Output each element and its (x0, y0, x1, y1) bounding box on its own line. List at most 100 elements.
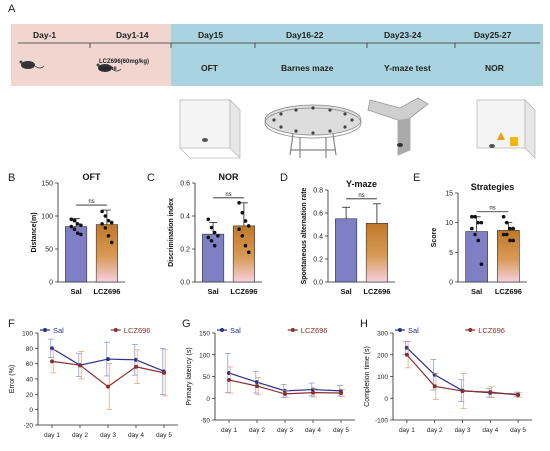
data-point-b (106, 218, 111, 223)
x-tick-label-f: day 5 (156, 432, 172, 439)
panel-label-e: E (413, 172, 421, 184)
series-point-h-lcz696 (432, 384, 437, 389)
treatment-dose: LCZ696(60mg/kg) (99, 59, 150, 65)
y-tick-label-d: 0.4 (313, 234, 323, 241)
bar-c-lcz696 (232, 225, 255, 283)
y-tick-label-f: 40 (26, 377, 34, 384)
series-point-f-sal (50, 346, 54, 351)
significance-label-b: ns (88, 199, 94, 205)
y-tick-label-h: 0 (384, 396, 388, 403)
legend-label-g: LCZ696 (301, 326, 328, 335)
data-point-b (106, 234, 111, 238)
y-tick-label-c: 0.4 (180, 214, 190, 221)
data-point-c (212, 230, 217, 235)
panel-label-b: B (8, 172, 16, 184)
y-axis-label-d: Spontaneous alternation rate (301, 187, 308, 284)
data-point-e (473, 232, 477, 237)
series-line-h-sal (406, 347, 519, 395)
timeline-day-minus1: Day-1 (33, 30, 57, 40)
significance-label-c: ns (225, 192, 231, 198)
data-point-c (246, 224, 251, 228)
panel-label-g: G (182, 318, 191, 330)
data-point-c (240, 234, 245, 238)
data-point-c (243, 219, 248, 223)
treatment-saline: Saline (99, 66, 117, 72)
x-tick-label-d: LCZ696 (363, 287, 390, 296)
data-point-e (504, 220, 509, 225)
test-nor: NOR (485, 63, 504, 73)
chart-title-e: Strategies (471, 182, 515, 192)
legend-marker-h (468, 328, 473, 332)
data-point-e (473, 214, 477, 219)
x-tick-label-g: day 3 (277, 427, 293, 434)
barnes-maze-illustration (264, 104, 362, 158)
x-tick-label-h: day 2 (427, 427, 443, 434)
y-tick-label-f: -20 (24, 423, 34, 430)
data-point-b (75, 231, 80, 235)
y-tick-label-c: 0.0 (180, 280, 190, 287)
panel-label-f: F (8, 318, 15, 330)
x-tick-label-h: day 3 (455, 427, 471, 434)
y-tick-label-e: 0 (449, 280, 453, 287)
series-line-f-lcz696 (51, 360, 165, 388)
chart-title-b: OFT (83, 172, 101, 182)
data-point-e (508, 238, 512, 243)
x-tick-label-h: day 5 (510, 427, 526, 434)
significance-label-e: ns (489, 206, 495, 212)
timeline-day-16-22: Day16-22 (286, 30, 324, 40)
mouse-icon (96, 63, 122, 72)
series-point-g-lcz696 (255, 384, 259, 389)
y-tick-label-g: 50 (203, 374, 211, 381)
data-point-e (508, 226, 512, 231)
bar-b-lcz696 (95, 224, 118, 283)
x-tick-label-h: day 1 (399, 427, 415, 434)
bar-d-sal (335, 218, 358, 283)
series-point-g-lcz696 (283, 391, 287, 396)
data-point-e (470, 226, 474, 231)
timeline-day-15: Day15 (198, 30, 224, 40)
series-point-h-lcz696 (460, 389, 465, 394)
data-point-b (103, 214, 108, 218)
y-tick-label-d: 0.2 (313, 257, 323, 264)
data-point-c (216, 234, 220, 238)
panel-label-a: A (8, 3, 16, 15)
y-axis-label-b: Distance(m) (31, 212, 38, 252)
legend-label-g: Sal (230, 326, 241, 335)
timeline-test-phase (171, 24, 543, 86)
data-point-c (209, 225, 214, 230)
data-point-e (476, 238, 481, 243)
y-tick-label-f: 20 (26, 392, 34, 399)
panel-label-h: H (360, 318, 368, 330)
data-point-c (237, 201, 241, 205)
x-tick-label-h: day 4 (482, 427, 498, 434)
y-tick-label-g: 100 (199, 352, 210, 359)
bar-b-sal (65, 226, 88, 283)
x-tick-label-f: day 2 (72, 432, 88, 439)
data-point-b (100, 222, 104, 226)
nor-box-illustration (476, 99, 536, 159)
y-tick-label-h: 100 (377, 374, 388, 381)
series-point-g-lcz696 (227, 377, 231, 382)
data-point-e (476, 220, 481, 225)
significance-label-d: ns (358, 193, 364, 199)
x-tick-label-b: LCZ696 (93, 287, 120, 296)
y-tick-label-h: 300 (377, 331, 388, 338)
data-point-b (100, 209, 104, 214)
data-point-c (212, 243, 217, 248)
y-tick-label-e: 10 (445, 220, 453, 227)
y-tick-label-f: 100 (22, 331, 33, 338)
data-point-c (237, 227, 241, 231)
y-axis-label-f: Error (%) (9, 365, 16, 393)
mouse-icon (19, 60, 45, 69)
panel-label-c: C (147, 172, 155, 184)
legend-marker-h (398, 328, 402, 332)
y-tick-label-d: 0.0 (313, 280, 323, 287)
x-tick-label-g: day 2 (249, 427, 265, 434)
timeline-day-23-24: Day23-24 (384, 30, 422, 40)
data-point-b (79, 223, 83, 228)
legend-label-f: Sal (53, 326, 64, 335)
y-tick-label-b: 50 (45, 247, 53, 254)
series-point-f-lcz696 (162, 370, 166, 375)
